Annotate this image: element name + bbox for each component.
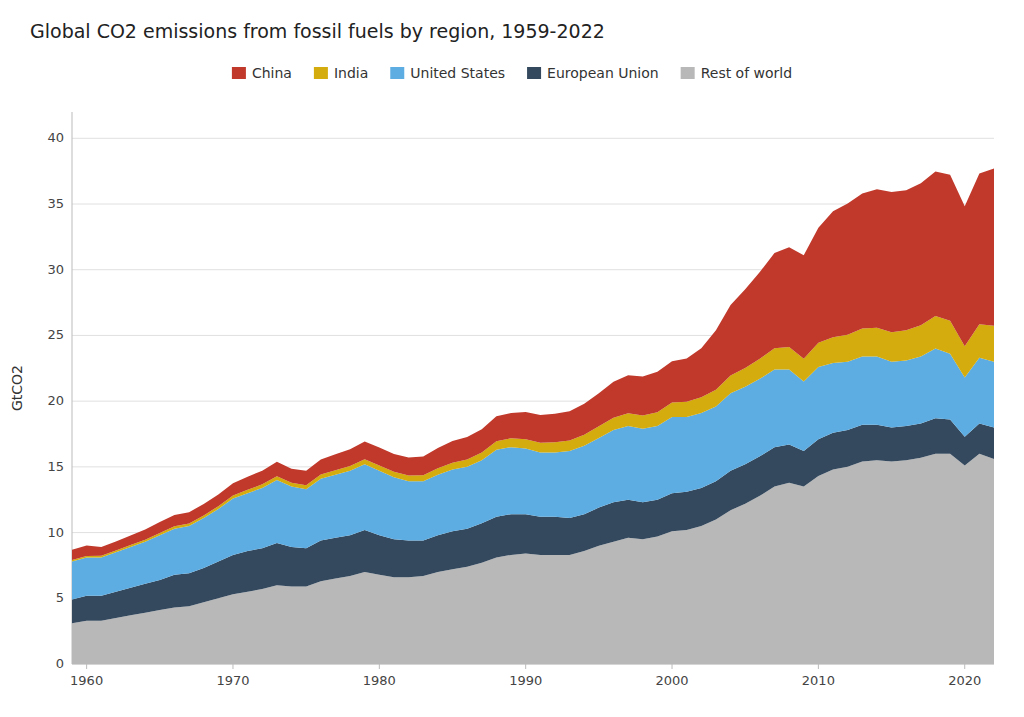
legend-swatch — [681, 67, 695, 79]
y-tick-label: 10 — [47, 525, 64, 540]
y-tick-label: 5 — [56, 590, 64, 605]
x-tick-label: 2000 — [655, 673, 688, 688]
legend-item: European Union — [527, 65, 659, 81]
areas — [72, 168, 994, 664]
area-2 — [72, 349, 994, 600]
chart: Global CO2 emissions from fossil fuels b… — [0, 0, 1024, 717]
x-tick-label: 1970 — [216, 673, 249, 688]
legend-item: India — [314, 65, 368, 81]
x-tick-label: 2020 — [948, 673, 981, 688]
legend-item: Rest of world — [681, 65, 792, 81]
y-tick-label: 20 — [47, 393, 64, 408]
y-tick-label: 30 — [47, 262, 64, 277]
x-tick — [86, 664, 87, 669]
x-tick — [525, 664, 526, 669]
legend-label: China — [252, 65, 292, 81]
legend-swatch — [527, 67, 541, 79]
x-tick — [818, 664, 819, 669]
legend: China India United States European Union Res… — [232, 65, 792, 81]
legend-item: United States — [390, 65, 505, 81]
legend-swatch — [390, 67, 404, 79]
y-tick-label: 25 — [47, 327, 64, 342]
axes: 0 5 10 15 20 25 30 35 40 1960 1970 1980 1990 2000 2010… — [9, 112, 994, 688]
legend-swatch — [314, 67, 328, 79]
x-tick-label: 1980 — [363, 673, 396, 688]
y-grid — [72, 138, 994, 664]
x-tick-label: 1960 — [70, 673, 103, 688]
x-tick-label: 1990 — [509, 673, 542, 688]
x-tick — [964, 664, 965, 669]
legend-label: United States — [410, 65, 505, 81]
y-tick-label: 0 — [56, 656, 64, 671]
title: Global CO2 emissions from fossil fuels b… — [30, 20, 605, 42]
grid-line — [72, 138, 994, 139]
y-tick-label: 35 — [47, 196, 64, 211]
x-tick — [379, 664, 380, 669]
legend-item: China — [232, 65, 292, 81]
legend-swatch — [232, 67, 246, 79]
y-axis-label: GtCO2 — [9, 365, 25, 411]
legend-label: Rest of world — [701, 65, 792, 81]
legend-label: India — [334, 65, 368, 81]
y-tick-label: 40 — [47, 130, 64, 145]
x-tick-label: 2010 — [802, 673, 835, 688]
y-tick-label: 15 — [47, 459, 64, 474]
legend-label: European Union — [547, 65, 659, 81]
area-4 — [72, 168, 994, 560]
x-tick — [232, 664, 233, 669]
x-tick — [672, 664, 673, 669]
